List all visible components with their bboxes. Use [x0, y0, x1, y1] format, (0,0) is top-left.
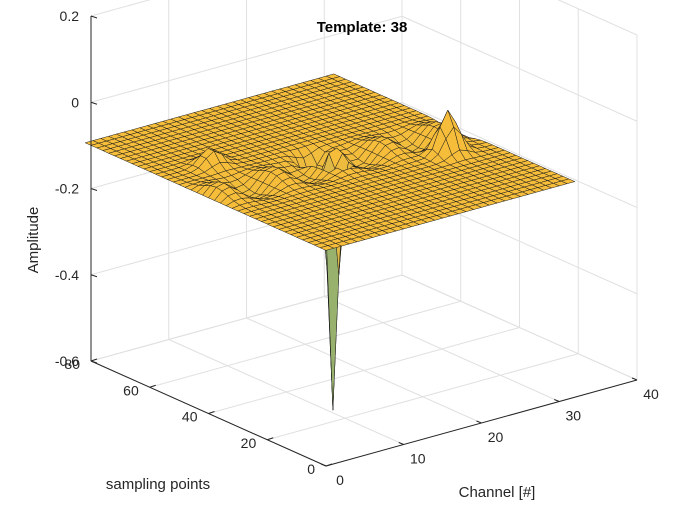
x-axis-label: Channel [#] [459, 484, 536, 501]
x-tick-mark [554, 399, 560, 402]
x-tick-mark [631, 377, 638, 381]
z-tick-label: -0.6 [55, 353, 79, 369]
z-tick-mark [90, 188, 98, 191]
y-axis-label: sampling points [106, 476, 210, 493]
z-tick-label: 0.2 [60, 8, 80, 24]
y-tick-label: 60 [123, 382, 139, 398]
y-tick-mark [267, 437, 274, 441]
z-tick-mark [90, 15, 98, 19]
grid-line [557, 0, 638, 36]
grid-line [149, 300, 461, 388]
x-tick-label: 0 [336, 472, 344, 488]
z-tick-label: 0 [71, 94, 79, 110]
grid-line [401, 102, 638, 208]
y-tick-label: 80 [64, 356, 80, 372]
z-tick-label: -0.4 [55, 267, 79, 283]
grid-line [267, 353, 579, 441]
axes [90, 15, 638, 467]
y-tick-label: 0 [307, 461, 315, 477]
tick-labels: 0 10 20 30 40 0 20 40 60 80-0.6 -0.4 -0.2 0 0.2 [55, 8, 659, 488]
z-tick-label: -0.2 [55, 181, 79, 197]
y-tick-mark [325, 463, 333, 467]
surface [84, 73, 576, 411]
x-tick-mark [476, 420, 482, 424]
y-tick-label: 20 [241, 435, 257, 451]
y-tick-mark [90, 358, 98, 362]
y-tick-mark [149, 384, 156, 388]
y-tick-mark [208, 411, 215, 414]
x-tick-label: 40 [643, 386, 659, 402]
z-axis-label: Amplitude [25, 207, 42, 274]
z-tick-mark [90, 274, 98, 278]
chart-title: Template: 38 [317, 19, 408, 36]
grid-line [90, 0, 151, 17]
grid-line [90, 274, 403, 362]
x-tick-mark [320, 463, 327, 467]
grid-line [90, 15, 403, 103]
x-tick-mark [398, 442, 404, 445]
z-tick-mark [90, 360, 98, 364]
surface-patch [319, 245, 335, 251]
z-tick-mark [90, 101, 98, 105]
x-tick-label: 10 [410, 451, 426, 467]
x-tick-label: 20 [488, 429, 504, 445]
grid-line [401, 15, 638, 122]
x-tick-label: 30 [565, 408, 581, 424]
grid-line [208, 327, 520, 414]
y-tick-label: 40 [182, 409, 198, 425]
grid-line [401, 274, 638, 381]
